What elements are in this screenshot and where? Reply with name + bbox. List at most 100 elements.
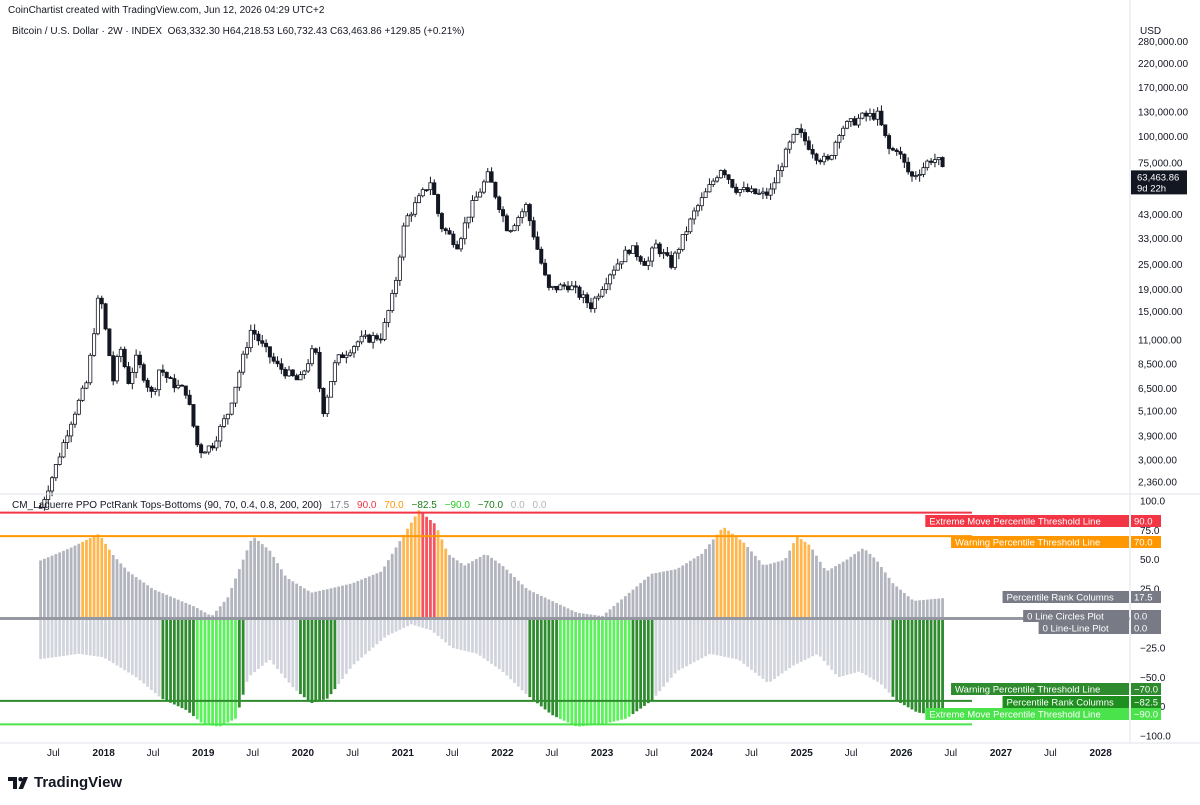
- percentile-rank-column[interactable]: [719, 618, 723, 656]
- candle[interactable]: [917, 169, 922, 182]
- percentile-rank-column[interactable]: [750, 551, 753, 619]
- candle[interactable]: [256, 330, 261, 346]
- percentile-rank-column[interactable]: [302, 618, 306, 698]
- indicator-axis-tick[interactable]: 50.0: [1140, 555, 1160, 566]
- percentile-rank-column[interactable]: [478, 556, 482, 619]
- percentile-rank-column[interactable]: [150, 618, 153, 690]
- candle[interactable]: [264, 339, 269, 353]
- percentile-rank-column[interactable]: [627, 592, 631, 619]
- candle[interactable]: [462, 216, 467, 245]
- percentile-rank-column[interactable]: [69, 618, 73, 655]
- percentile-rank-column[interactable]: [558, 604, 562, 619]
- candle[interactable]: [749, 185, 754, 194]
- percentile-rank-column[interactable]: [692, 558, 696, 619]
- percentile-rank-column[interactable]: [467, 618, 471, 652]
- percentile-rank-column[interactable]: [494, 618, 497, 667]
- candle[interactable]: [325, 394, 330, 417]
- percentile-rank-column[interactable]: [65, 549, 69, 619]
- percentile-rank-column[interactable]: [474, 559, 478, 619]
- percentile-rank-column[interactable]: [536, 618, 539, 704]
- percentile-rank-column[interactable]: [371, 574, 375, 619]
- percentile-rank-column[interactable]: [585, 614, 589, 619]
- percentile-rank-column[interactable]: [119, 618, 123, 668]
- percentile-rank-column[interactable]: [581, 618, 585, 727]
- percentile-rank-column[interactable]: [241, 618, 245, 695]
- percentile-rank-column[interactable]: [730, 618, 734, 659]
- percentile-rank-column[interactable]: [234, 618, 237, 719]
- candle[interactable]: [222, 414, 227, 429]
- candle[interactable]: [734, 183, 739, 195]
- percentile-rank-column[interactable]: [734, 536, 738, 619]
- candle[interactable]: [932, 153, 937, 168]
- percentile-rank-column[interactable]: [62, 618, 65, 656]
- percentile-rank-column[interactable]: [96, 618, 100, 657]
- percentile-rank-column[interactable]: [818, 618, 822, 657]
- percentile-rank-column[interactable]: [451, 557, 455, 619]
- percentile-rank-column[interactable]: [933, 598, 937, 619]
- percentile-rank-column[interactable]: [379, 571, 383, 619]
- candle[interactable]: [623, 246, 628, 263]
- candle[interactable]: [902, 153, 907, 168]
- percentile-rank-column[interactable]: [845, 618, 849, 675]
- percentile-rank-column[interactable]: [887, 577, 891, 619]
- percentile-rank-column[interactable]: [501, 618, 505, 672]
- percentile-rank-column[interactable]: [860, 548, 864, 619]
- price-axis-tick[interactable]: 220,000.00: [1138, 59, 1188, 70]
- percentile-rank-column[interactable]: [172, 598, 176, 619]
- candle[interactable]: [432, 179, 437, 195]
- candle[interactable]: [657, 241, 662, 258]
- candle[interactable]: [852, 115, 857, 126]
- candle[interactable]: [558, 282, 563, 291]
- percentile-rank-column[interactable]: [180, 601, 184, 619]
- candle[interactable]: [126, 361, 131, 385]
- indicator-axis-tick[interactable]: 100.0: [1140, 496, 1165, 507]
- percentile-rank-column[interactable]: [578, 612, 581, 619]
- percentile-rank-column[interactable]: [429, 618, 432, 631]
- percentile-rank-column[interactable]: [746, 618, 750, 667]
- candle[interactable]: [879, 105, 884, 127]
- percentile-rank-column[interactable]: [54, 618, 58, 657]
- percentile-rank-column[interactable]: [662, 571, 665, 619]
- indicator-legend[interactable]: CM_Laguerre PPO PctRank Tops-Bottoms (90…: [12, 500, 551, 511]
- candle[interactable]: [321, 387, 326, 417]
- percentile-rank-column[interactable]: [574, 618, 578, 727]
- percentile-rank-column[interactable]: [520, 618, 524, 691]
- percentile-rank-column[interactable]: [589, 614, 593, 619]
- candle[interactable]: [275, 356, 280, 368]
- candle[interactable]: [910, 170, 915, 182]
- percentile-rank-column[interactable]: [662, 618, 665, 687]
- percentile-rank-column[interactable]: [390, 553, 394, 619]
- candle[interactable]: [718, 169, 723, 179]
- price-axis-tick[interactable]: 2,360.00: [1138, 478, 1177, 489]
- candle[interactable]: [688, 217, 693, 234]
- price-axis-tick[interactable]: 75,000.00: [1138, 158, 1183, 169]
- percentile-rank-column[interactable]: [268, 550, 272, 619]
- percentile-rank-column[interactable]: [623, 596, 627, 619]
- percentile-rank-column[interactable]: [746, 547, 750, 619]
- percentile-rank-column[interactable]: [539, 595, 543, 619]
- percentile-rank-column[interactable]: [902, 592, 906, 619]
- candle[interactable]: [516, 215, 521, 232]
- candle[interactable]: [539, 246, 544, 265]
- percentile-rank-column[interactable]: [574, 611, 578, 619]
- percentile-rank-column[interactable]: [96, 534, 100, 619]
- percentile-rank-column[interactable]: [192, 606, 195, 619]
- percentile-rank-column[interactable]: [394, 547, 398, 619]
- candle[interactable]: [267, 346, 272, 364]
- indicator-name[interactable]: CM_Laguerre PPO PctRank Tops-Bottoms (90…: [12, 500, 322, 511]
- percentile-rank-column[interactable]: [43, 558, 46, 619]
- percentile-rank-column[interactable]: [654, 572, 658, 619]
- candle[interactable]: [703, 188, 708, 199]
- indicator-axis-tick[interactable]: 25.0: [1140, 585, 1160, 596]
- percentile-rank-column[interactable]: [925, 599, 929, 619]
- candle[interactable]: [661, 248, 666, 259]
- percentile-rank-column[interactable]: [761, 564, 765, 619]
- candle[interactable]: [940, 156, 945, 168]
- percentile-rank-column[interactable]: [914, 618, 918, 712]
- time-axis-tick[interactable]: Jul: [47, 748, 60, 759]
- time-axis-tick[interactable]: Jul: [446, 748, 459, 759]
- candle[interactable]: [241, 350, 246, 375]
- percentile-rank-column[interactable]: [543, 618, 547, 710]
- candle[interactable]: [936, 157, 941, 166]
- percentile-rank-column[interactable]: [528, 590, 532, 619]
